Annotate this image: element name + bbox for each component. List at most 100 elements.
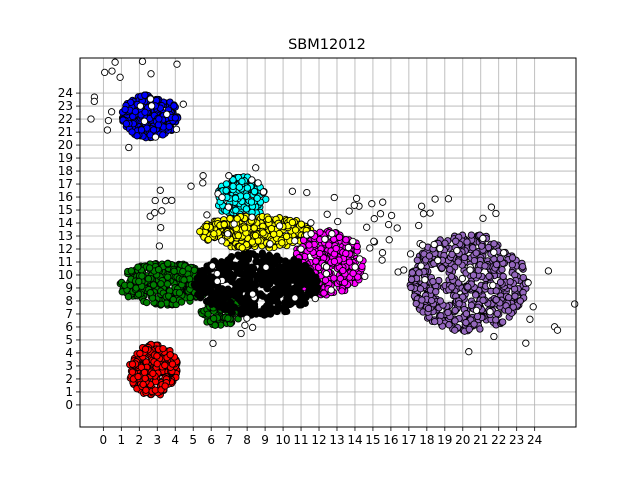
data-point xyxy=(303,188,311,197)
y-tick-label: 21 xyxy=(58,125,73,139)
data-point xyxy=(354,273,362,281)
data-point xyxy=(297,220,305,228)
data-point xyxy=(516,297,524,305)
data-point xyxy=(248,176,256,184)
data-point xyxy=(307,219,315,227)
data-point xyxy=(316,249,324,258)
data-point xyxy=(233,215,241,223)
plot-area xyxy=(79,57,579,428)
data-point xyxy=(485,272,493,280)
data-point xyxy=(227,272,235,280)
y-tick-label: 20 xyxy=(58,138,73,152)
data-point xyxy=(378,256,386,264)
data-point xyxy=(361,272,369,281)
data-point xyxy=(140,368,149,377)
data-point xyxy=(323,210,331,218)
data-point xyxy=(455,300,463,308)
data-point xyxy=(155,115,163,123)
data-point xyxy=(496,278,505,286)
data-point xyxy=(230,286,238,295)
data-point xyxy=(339,266,347,275)
x-tick-label: 15 xyxy=(365,433,380,447)
x-tick-label: 10 xyxy=(275,433,290,447)
data-point xyxy=(417,202,426,210)
data-point xyxy=(434,256,442,265)
data-point xyxy=(492,316,500,324)
data-point xyxy=(144,275,153,283)
data-point xyxy=(519,273,527,282)
data-point xyxy=(259,229,267,237)
data-point xyxy=(146,95,155,103)
data-point xyxy=(345,207,353,215)
data-point xyxy=(379,198,387,206)
data-point xyxy=(291,294,299,302)
data-point xyxy=(490,248,498,256)
data-point xyxy=(163,280,172,288)
data-point xyxy=(472,291,480,299)
data-point xyxy=(209,339,217,348)
data-point xyxy=(499,318,507,326)
data-point xyxy=(353,242,361,251)
y-tick-label: 0 xyxy=(65,398,73,412)
data-point xyxy=(406,250,415,258)
data-point xyxy=(122,120,131,128)
data-point xyxy=(293,283,301,292)
data-point xyxy=(431,317,439,326)
y-tick-label: 23 xyxy=(58,99,73,113)
data-point xyxy=(154,121,163,129)
data-point xyxy=(338,287,346,295)
data-point xyxy=(256,290,265,298)
data-point xyxy=(332,244,340,253)
x-tick-label: 11 xyxy=(293,433,308,447)
y-tick-label: 14 xyxy=(58,216,73,230)
data-point xyxy=(90,97,98,106)
x-tick-label: 19 xyxy=(437,433,452,447)
data-point xyxy=(524,279,532,287)
data-point xyxy=(438,264,446,272)
data-point xyxy=(413,256,421,264)
data-point xyxy=(496,254,505,263)
data-point xyxy=(126,281,134,289)
data-point xyxy=(141,108,149,116)
data-point xyxy=(196,227,204,236)
data-point xyxy=(159,131,167,139)
data-point xyxy=(187,182,195,190)
data-point xyxy=(170,267,178,275)
x-tick-label: 16 xyxy=(383,433,398,447)
data-point xyxy=(368,200,376,208)
data-point xyxy=(273,252,281,260)
data-point xyxy=(400,266,408,274)
data-point xyxy=(312,257,320,265)
data-point xyxy=(431,195,439,203)
data-point xyxy=(265,251,273,259)
data-point xyxy=(458,274,466,283)
data-point xyxy=(208,262,217,270)
data-point xyxy=(166,351,174,359)
data-point xyxy=(481,262,489,270)
data-point xyxy=(171,114,179,122)
data-point xyxy=(427,296,436,305)
data-point xyxy=(252,164,260,172)
y-tick-label: 5 xyxy=(65,333,73,347)
data-point xyxy=(272,268,280,276)
data-point xyxy=(460,253,469,262)
data-point xyxy=(282,290,290,298)
data-point xyxy=(161,382,169,390)
data-point xyxy=(270,297,279,305)
data-point xyxy=(186,293,194,302)
data-point xyxy=(470,256,479,265)
data-point xyxy=(227,302,235,311)
y-tick-label: 13 xyxy=(58,229,73,243)
data-point xyxy=(275,222,284,230)
data-point xyxy=(444,195,453,203)
data-point xyxy=(330,274,338,282)
data-point xyxy=(125,143,133,152)
data-point xyxy=(101,68,109,77)
y-tick-label: 9 xyxy=(65,281,73,295)
data-point xyxy=(131,107,140,116)
data-point xyxy=(426,209,434,217)
data-point xyxy=(264,297,272,305)
data-point xyxy=(226,258,234,267)
data-point xyxy=(241,321,249,329)
y-tick-label: 11 xyxy=(58,255,73,269)
